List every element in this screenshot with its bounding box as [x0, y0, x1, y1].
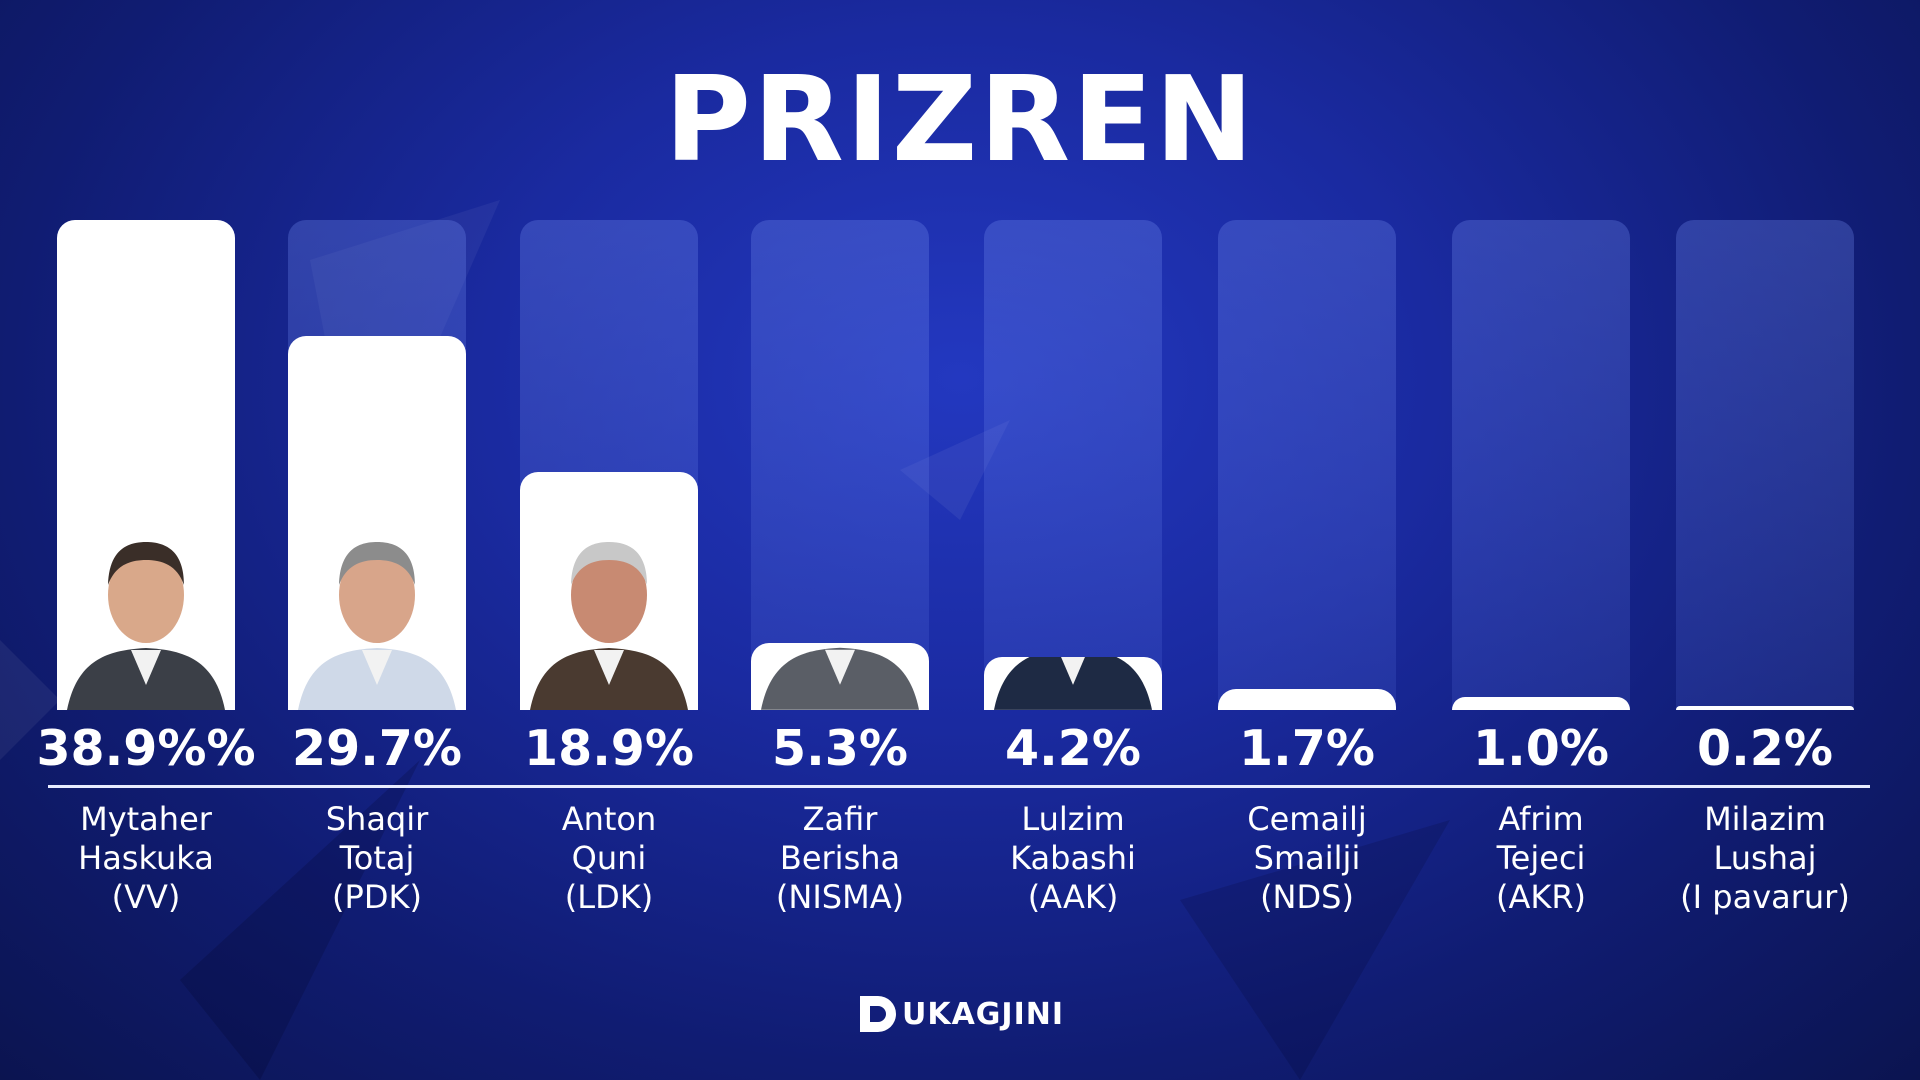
candidate-last: Tejeci — [1496, 839, 1586, 877]
percentage-label: 18.9% — [524, 720, 694, 777]
bar — [288, 335, 466, 710]
candidate-name: Shaqir Totaj (PDK) — [258, 800, 496, 917]
percentage-label: 5.3% — [772, 720, 908, 777]
candidate-first: Shaqir — [325, 800, 429, 838]
candidate-party: (AAK) — [1027, 878, 1119, 916]
bar-track — [1452, 220, 1630, 710]
bar — [984, 657, 1162, 710]
candidate-name: Afrim Tejeci (AKR) — [1422, 800, 1660, 917]
candidate-first: Mytaher — [80, 800, 212, 838]
bar — [57, 220, 235, 710]
bar — [1676, 706, 1854, 710]
percentage-label: 38.9%% — [36, 720, 256, 777]
bar — [751, 643, 929, 710]
percentage-label: 1.0% — [1473, 720, 1609, 777]
axis-divider — [48, 785, 1870, 788]
candidate-portrait — [530, 541, 688, 710]
candidate-party: (LDK) — [564, 878, 654, 916]
candidate-last: Quni — [571, 839, 647, 877]
candidate-name: Lulzim Kabashi (AAK) — [954, 800, 1192, 917]
percentage-label: 29.7% — [292, 720, 462, 777]
percentage-label: 4.2% — [1005, 720, 1141, 777]
candidate-portrait — [761, 647, 919, 710]
candidate-name: Milazim Lushaj (I pavarur) — [1646, 800, 1884, 917]
logo-d-icon — [859, 996, 896, 1032]
candidate-first: Cemailj — [1247, 800, 1367, 838]
bar-track — [1218, 220, 1396, 710]
bar — [1452, 697, 1630, 710]
page-title: PRIZREN — [664, 50, 1256, 188]
candidate-portrait — [67, 542, 225, 710]
candidate-name: Anton Quni (LDK) — [490, 800, 728, 917]
candidate-party: (PDK) — [332, 878, 422, 916]
candidate-last: Smailji — [1253, 839, 1361, 877]
candidate-first: Afrim — [1498, 800, 1584, 838]
candidate-first: Anton — [561, 800, 657, 838]
candidate-party: (VV) — [111, 878, 181, 916]
candidate-party: (NDS) — [1260, 878, 1354, 916]
candidate-name: Cemailj Smailji (NDS) — [1188, 800, 1426, 917]
candidate-first: Milazim — [1704, 800, 1826, 838]
bar-track — [984, 220, 1162, 710]
candidate-party: (NISMA) — [775, 878, 905, 916]
candidate-party: (AKR) — [1495, 878, 1587, 916]
candidate-party: (I pavarur) — [1680, 878, 1850, 916]
brand-logo: UKAGJINI — [0, 992, 1920, 1041]
candidate-last: Kabashi — [1010, 839, 1136, 877]
bar-track — [1676, 220, 1854, 710]
bar — [520, 471, 698, 710]
bar-track — [751, 220, 929, 710]
candidate-portrait — [298, 541, 456, 710]
bar — [1218, 688, 1396, 710]
percentage-label: 1.7% — [1239, 720, 1375, 777]
candidate-portrait — [994, 657, 1152, 710]
candidate-first: Lulzim — [1021, 800, 1125, 838]
candidate-last: Lushaj — [1713, 839, 1817, 877]
candidate-last: Haskuka — [78, 839, 214, 877]
candidate-last: Berisha — [779, 839, 901, 877]
candidate-last: Totaj — [339, 839, 415, 877]
logo-text: UKAGJINI — [901, 996, 1065, 1032]
percentage-label: 0.2% — [1697, 720, 1833, 777]
candidate-name: Mytaher Haskuka (VV) — [27, 800, 265, 917]
candidate-name: Zafir Berisha (NISMA) — [721, 800, 959, 917]
candidate-first: Zafir — [802, 800, 878, 838]
